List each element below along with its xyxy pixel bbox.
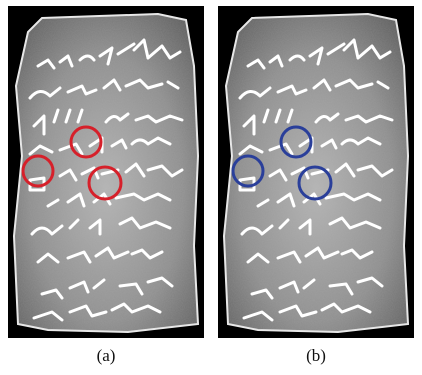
caption-a: (a) [96, 346, 116, 365]
highlight-circles-b [231, 125, 333, 201]
highlight-circle [231, 154, 265, 188]
highlight-circle [87, 165, 123, 201]
ostracon-photo-a [8, 6, 204, 338]
ostracon-photo-b [218, 6, 414, 338]
highlight-circle [297, 165, 333, 201]
highlight-circle [21, 154, 55, 188]
inscription-strokes [28, 38, 184, 322]
highlight-circle [69, 125, 103, 159]
inscription-strokes [238, 38, 394, 322]
highlight-circle [279, 125, 313, 159]
panel-a-inscription-image [8, 6, 204, 338]
panel-b-inscription-image [218, 6, 414, 338]
highlight-circles-a [21, 125, 123, 201]
caption-b: (b) [306, 346, 326, 365]
